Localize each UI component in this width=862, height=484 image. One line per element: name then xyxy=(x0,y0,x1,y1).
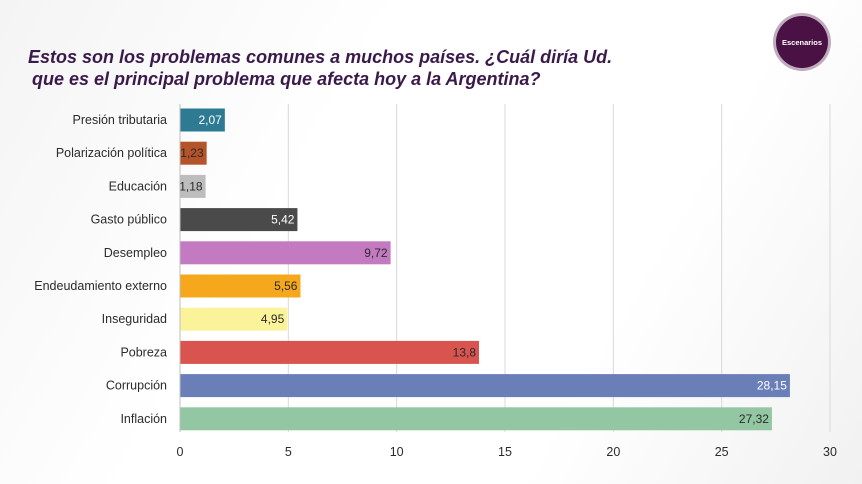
logo-text: Escenarios xyxy=(781,37,823,47)
bar-6 xyxy=(180,307,288,331)
category-label-1: Polarización política xyxy=(56,146,167,160)
category-label-6: Inseguridad xyxy=(102,312,167,326)
value-label-0: 2,07 xyxy=(198,113,222,127)
x-tick-label-20: 20 xyxy=(606,445,620,459)
category-label-2: Educación xyxy=(109,179,167,193)
category-label-9: Inflación xyxy=(120,412,167,426)
category-label-0: Presión tributaria xyxy=(73,113,168,127)
bar-4 xyxy=(180,241,391,265)
chart-title: Estos son los problemas comunes a muchos… xyxy=(28,46,728,90)
bar-0 xyxy=(180,108,225,132)
x-tick-label-25: 25 xyxy=(715,445,729,459)
x-tick-label-5: 5 xyxy=(285,445,292,459)
x-tick-label-15: 15 xyxy=(498,445,512,459)
category-label-5: Endeudamiento externo xyxy=(34,279,167,293)
value-label-8: 28,15 xyxy=(757,379,787,393)
bar-1 xyxy=(180,141,207,165)
value-label-9: 27,32 xyxy=(739,412,769,426)
value-label-6: 4,95 xyxy=(261,312,285,326)
x-tick-label-30: 30 xyxy=(823,445,837,459)
category-label-3: Gasto público xyxy=(91,213,167,227)
title-line-1: Estos son los problemas comunes a muchos… xyxy=(28,47,613,67)
value-label-1: 1,23 xyxy=(180,146,204,160)
value-label-3: 5,42 xyxy=(271,213,295,227)
category-label-7: Pobreza xyxy=(120,345,167,359)
title-line-2: que es el principal problema que afecta … xyxy=(32,69,541,89)
bar-8 xyxy=(180,374,790,398)
value-label-4: 9,72 xyxy=(364,246,388,260)
bar-9 xyxy=(180,407,772,431)
bar-3 xyxy=(180,208,298,232)
bar-5 xyxy=(180,274,301,298)
bar-7 xyxy=(180,340,479,364)
value-label-5: 5,56 xyxy=(274,279,298,293)
category-label-8: Corrupción xyxy=(106,379,167,393)
category-label-4: Desempleo xyxy=(104,246,167,260)
value-label-7: 13,8 xyxy=(453,345,477,359)
x-tick-label-0: 0 xyxy=(177,445,184,459)
bar-2 xyxy=(180,174,206,198)
x-tick-label-10: 10 xyxy=(390,445,404,459)
escenarios-logo: Escenarios xyxy=(776,16,828,68)
value-label-2: 1,18 xyxy=(179,179,203,193)
